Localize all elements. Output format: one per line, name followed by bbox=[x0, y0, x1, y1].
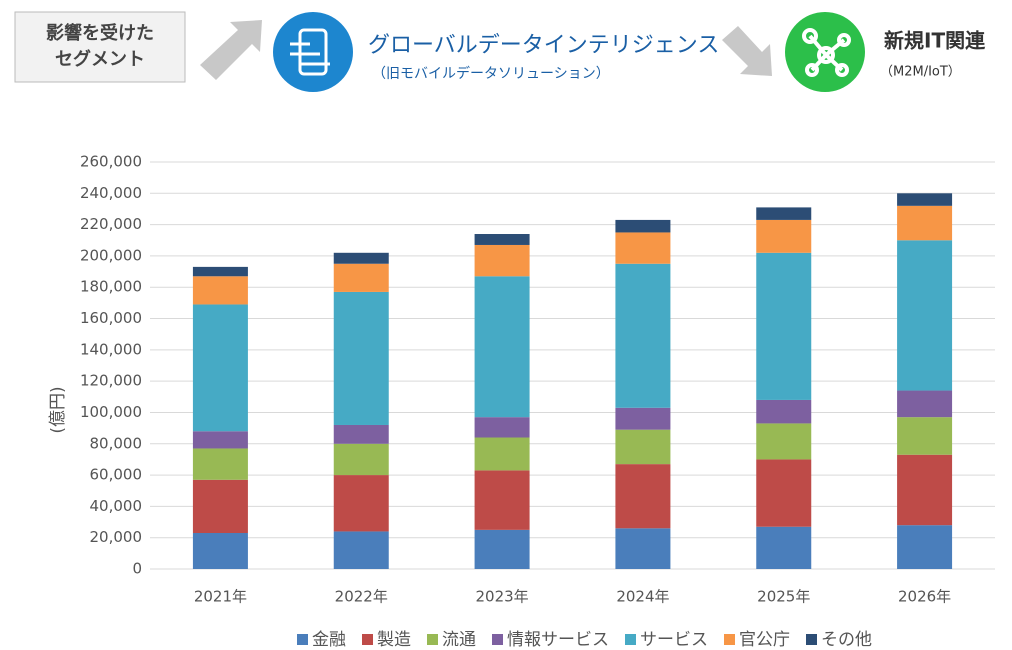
legend-swatch bbox=[427, 634, 438, 645]
legend-swatch bbox=[492, 634, 503, 645]
bar-segment bbox=[333, 531, 389, 569]
bar-segment bbox=[897, 240, 953, 391]
legend-label: 情報サービス bbox=[507, 630, 609, 650]
bar-segment bbox=[333, 443, 389, 476]
legend-label: その他 bbox=[821, 630, 872, 650]
x-tick-label: 2021年 bbox=[194, 588, 247, 606]
y-tick-label: 80,000 bbox=[90, 434, 143, 452]
legend-swatch bbox=[625, 634, 636, 645]
y-tick-label: 120,000 bbox=[80, 372, 142, 390]
x-tick-label: 2026年 bbox=[898, 588, 951, 606]
bar-segment bbox=[897, 193, 953, 206]
y-tick-label: 240,000 bbox=[80, 184, 142, 202]
legend-label: サービス bbox=[640, 630, 708, 650]
bar-segment bbox=[474, 234, 530, 245]
bar-segment bbox=[474, 437, 530, 471]
segment-label: 影響を受けた bbox=[46, 22, 154, 44]
bar-segment bbox=[615, 263, 671, 408]
y-tick-label: 140,000 bbox=[80, 340, 142, 358]
legend-label: 金融 bbox=[312, 630, 346, 650]
legend-swatch bbox=[806, 634, 817, 645]
bar-segment bbox=[756, 399, 812, 424]
bar-segment bbox=[333, 424, 389, 444]
icon-blue bbox=[273, 12, 353, 92]
bar-segment bbox=[192, 304, 248, 432]
bar-segment bbox=[474, 417, 530, 438]
bar-segment bbox=[615, 429, 671, 465]
bar-segment bbox=[897, 454, 953, 526]
item1-subtitle: （旧モバイルデータソリューション） bbox=[372, 65, 610, 82]
y-tick-label: 100,000 bbox=[80, 403, 142, 421]
legend-swatch bbox=[297, 634, 308, 645]
bar-segment bbox=[192, 266, 248, 277]
bar-segment bbox=[756, 423, 812, 460]
y-tick-label: 260,000 bbox=[80, 153, 142, 171]
arrow bbox=[722, 26, 772, 76]
legend-label: 製造 bbox=[377, 630, 411, 650]
y-tick-label: 200,000 bbox=[80, 246, 142, 264]
x-tick-label: 2023年 bbox=[475, 588, 528, 606]
legend-label: 官公庁 bbox=[739, 630, 790, 650]
item2-subtitle: （M2M/IoT） bbox=[880, 65, 961, 80]
bar-segment bbox=[615, 528, 671, 569]
bar-segment bbox=[756, 219, 812, 253]
icon-network bbox=[802, 28, 851, 77]
icon-lines bbox=[290, 42, 330, 66]
y-tick-label: 60,000 bbox=[90, 466, 143, 484]
bar-segment bbox=[192, 431, 248, 449]
legend-swatch bbox=[362, 634, 373, 645]
bar-segment bbox=[756, 459, 812, 527]
bar-segment bbox=[474, 529, 530, 569]
bar-segment bbox=[615, 407, 671, 430]
x-tick-label: 2022年 bbox=[335, 588, 388, 606]
y-axis-label: (億円) bbox=[48, 386, 68, 433]
segment-box bbox=[14, 11, 186, 83]
y-tick-label: 220,000 bbox=[80, 215, 142, 233]
bar-segment bbox=[192, 532, 248, 569]
arrow bbox=[200, 20, 262, 80]
segment-label: セグメント bbox=[55, 48, 145, 70]
legend-label: 流通 bbox=[442, 630, 476, 650]
bar-segment bbox=[756, 207, 812, 220]
x-tick-label: 2024年 bbox=[616, 588, 669, 606]
y-tick-label: 20,000 bbox=[90, 528, 143, 546]
bar-segment bbox=[333, 263, 389, 292]
bar-segment bbox=[615, 232, 671, 264]
bar-segment bbox=[192, 276, 248, 305]
icon-phone bbox=[298, 28, 328, 76]
item1-title: グローバルデータインテリジェンス bbox=[368, 33, 719, 58]
x-tick-label: 2025年 bbox=[757, 588, 810, 606]
bar-segment bbox=[474, 276, 530, 418]
bar-segment bbox=[897, 525, 953, 569]
bar-segment bbox=[756, 526, 812, 569]
y-tick-label: 0 bbox=[132, 560, 142, 578]
item2-title: 新規IT関連 bbox=[884, 29, 986, 53]
bar-segment bbox=[192, 479, 248, 533]
bar-segment bbox=[474, 244, 530, 277]
legend-swatch bbox=[724, 634, 735, 645]
bar-segment bbox=[192, 448, 248, 480]
bar-segment bbox=[897, 390, 953, 418]
bar-segment bbox=[615, 219, 671, 233]
bar-segment bbox=[897, 205, 953, 241]
y-tick-label: 180,000 bbox=[80, 278, 142, 296]
bar-segment bbox=[474, 470, 530, 530]
bar-segment bbox=[333, 291, 389, 425]
bar-segment bbox=[333, 252, 389, 264]
bar-segment bbox=[333, 475, 389, 532]
bar-segment bbox=[897, 417, 953, 455]
y-tick-label: 40,000 bbox=[90, 497, 143, 515]
bar-segment bbox=[615, 464, 671, 529]
bar-segment bbox=[756, 252, 812, 400]
y-tick-label: 160,000 bbox=[80, 309, 142, 327]
